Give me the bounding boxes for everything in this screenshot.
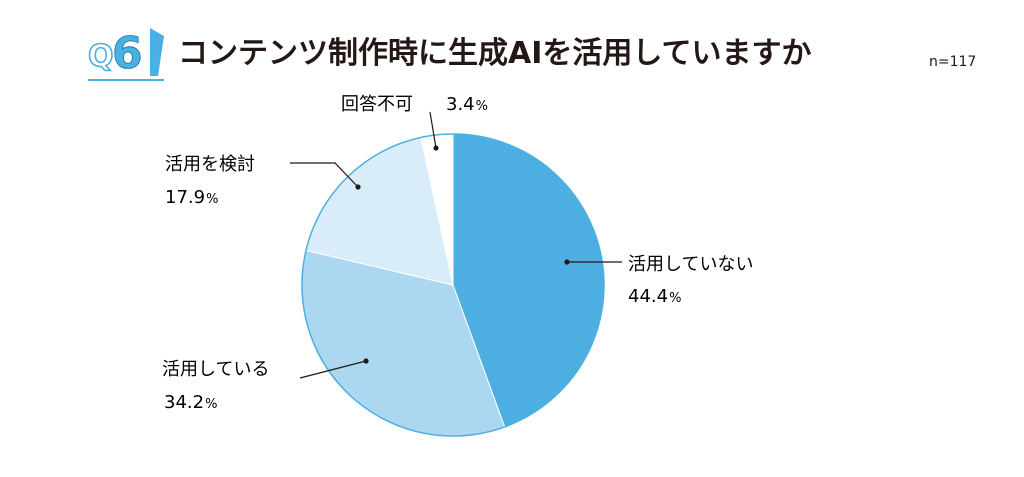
slice-label-value: 44.4%: [628, 286, 681, 307]
slice-value-percent: %: [669, 291, 681, 306]
sample-size: n=117: [929, 54, 976, 70]
leader-line-no-answer: [429, 111, 437, 149]
slice-label-name: 活用していない: [628, 254, 753, 275]
slice-label-no-answer: 回答不可 3.4%: [341, 94, 488, 115]
slice-value-number: 17.9: [165, 187, 205, 208]
slice-value-percent: %: [205, 397, 217, 412]
slice-label-value: 17.9%: [165, 187, 218, 208]
question-badge: Q 6: [87, 28, 164, 81]
slice-value-percent: %: [206, 192, 218, 207]
leader-line-considering: [290, 162, 359, 188]
slice-value-number: 34.2: [164, 392, 204, 413]
leader-line-using: [299, 360, 367, 379]
pie-slices: [301, 133, 605, 437]
leader-lines: [290, 111, 622, 379]
slice-label-not-using: 活用していない 44.4%: [628, 254, 753, 307]
question-number: 6: [112, 28, 143, 79]
leader-dot-not-using: [564, 259, 570, 265]
slice-value-percent: %: [476, 99, 488, 114]
question-prefix: Q: [88, 39, 114, 74]
slice-value-number: 3.4: [446, 94, 475, 115]
leader-dot-no-answer: [433, 145, 439, 151]
slice-value-number: 44.4: [628, 286, 668, 307]
slice-label-considering: 活用を検討 17.9%: [165, 154, 255, 208]
slice-label-value: 3.4%: [446, 94, 488, 115]
slice-label-name: 回答不可: [341, 94, 413, 115]
slice-label-value: 34.2%: [164, 392, 217, 413]
slice-label-name: 活用している: [162, 359, 269, 380]
chart-title: コンテンツ制作時に生成AIを活用していますか: [178, 36, 811, 71]
badge-accent-shape: [150, 28, 164, 76]
leader-dot-using: [363, 358, 369, 364]
leader-dot-considering: [355, 184, 361, 190]
pie-outline: [301, 133, 605, 437]
slice-label-using: 活用している 34.2%: [162, 359, 269, 413]
slice-label-name: 活用を検討: [165, 154, 255, 175]
